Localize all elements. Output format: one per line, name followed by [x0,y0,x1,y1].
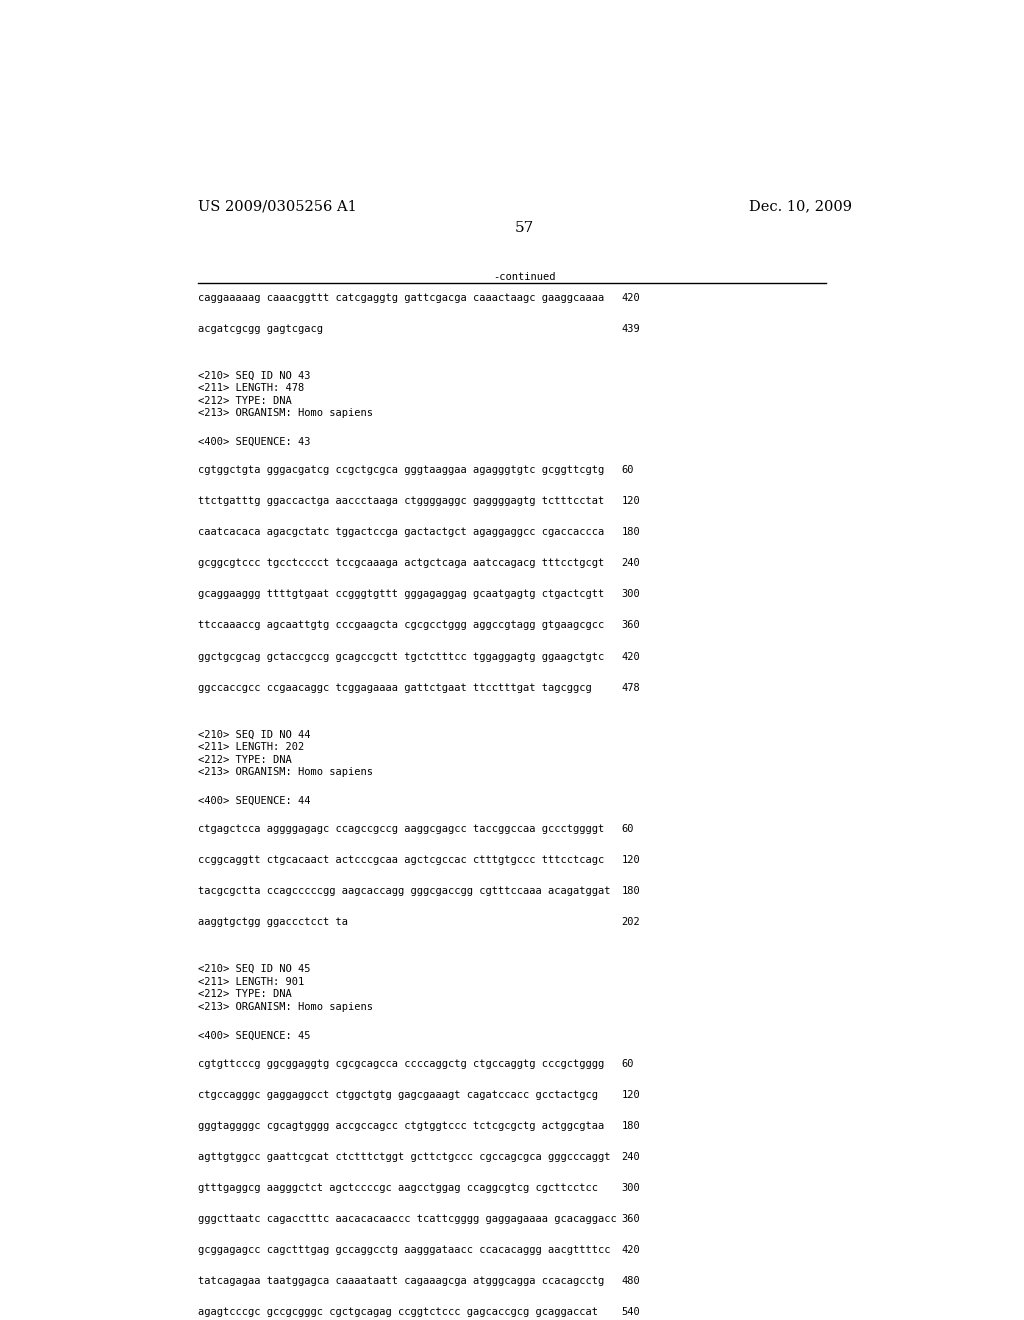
Text: 202: 202 [622,917,640,927]
Text: ttctgatttg ggaccactga aaccctaaga ctggggaggc gaggggagtg tctttcctat: ttctgatttg ggaccactga aaccctaaga ctgggga… [198,496,604,506]
Text: 300: 300 [622,1183,640,1193]
Text: gggtaggggc cgcagtgggg accgccagcc ctgtggtccc tctcgcgctg actggcgtaa: gggtaggggc cgcagtgggg accgccagcc ctgtggt… [198,1121,604,1131]
Text: tacgcgctta ccagcccccgg aagcaccagg gggcgaccgg cgtttccaaa acagatggat: tacgcgctta ccagcccccgg aagcaccagg gggcga… [198,886,610,896]
Text: <211> LENGTH: 202: <211> LENGTH: 202 [198,742,304,752]
Text: 60: 60 [622,1059,634,1068]
Text: 420: 420 [622,652,640,661]
Text: 420: 420 [622,293,640,302]
Text: <210> SEQ ID NO 43: <210> SEQ ID NO 43 [198,371,310,380]
Text: -continued: -continued [494,272,556,282]
Text: 480: 480 [622,1276,640,1286]
Text: cgtggctgta gggacgatcg ccgctgcgca gggtaaggaa agagggtgtc gcggttcgtg: cgtggctgta gggacgatcg ccgctgcgca gggtaag… [198,465,604,475]
Text: 240: 240 [622,558,640,568]
Text: 180: 180 [622,527,640,537]
Text: gggcttaatc cagacctttc aacacacaaccc tcattcgggg gaggagaaaa gcacaggacc: gggcttaatc cagacctttc aacacacaaccc tcatt… [198,1214,616,1224]
Text: 57: 57 [515,222,535,235]
Text: aaggtgctgg ggaccctcct ta: aaggtgctgg ggaccctcct ta [198,917,348,927]
Text: 478: 478 [622,682,640,693]
Text: agagtcccgc gccgcgggc cgctgcagag ccggtctccc gagcaccgcg gcaggaccat: agagtcccgc gccgcgggc cgctgcagag ccggtctc… [198,1307,598,1317]
Text: gcaggaaggg ttttgtgaat ccgggtgttt gggagaggag gcaatgagtg ctgactcgtt: gcaggaaggg ttttgtgaat ccgggtgttt gggagag… [198,589,604,599]
Text: 300: 300 [622,589,640,599]
Text: <400> SEQUENCE: 43: <400> SEQUENCE: 43 [198,437,310,446]
Text: gcggagagcc cagctttgag gccaggcctg aagggataacc ccacacaggg aacgttttcc: gcggagagcc cagctttgag gccaggcctg aagggat… [198,1245,610,1255]
Text: 120: 120 [622,855,640,865]
Text: agttgtggcc gaattcgcat ctctttctggt gcttctgccc cgccagcgca gggcccaggt: agttgtggcc gaattcgcat ctctttctggt gcttct… [198,1152,610,1162]
Text: <212> TYPE: DNA: <212> TYPE: DNA [198,396,292,405]
Text: cgtgttcccg ggcggaggtg cgcgcagcca ccccaggctg ctgccaggtg cccgctgggg: cgtgttcccg ggcggaggtg cgcgcagcca ccccagg… [198,1059,604,1068]
Text: <212> TYPE: DNA: <212> TYPE: DNA [198,755,292,764]
Text: ttccaaaccg agcaattgtg cccgaagcta cgcgcctggg aggccgtagg gtgaagcgcc: ttccaaaccg agcaattgtg cccgaagcta cgcgcct… [198,620,604,631]
Text: 439: 439 [622,323,640,334]
Text: ggctgcgcag gctaccgccg gcagccgctt tgctctttcc tggaggagtg ggaagctgtc: ggctgcgcag gctaccgccg gcagccgctt tgctctt… [198,652,604,661]
Text: ctgccagggc gaggaggcct ctggctgtg gagcgaaagt cagatccacc gcctactgcg: ctgccagggc gaggaggcct ctggctgtg gagcgaaa… [198,1089,598,1100]
Text: <400> SEQUENCE: 45: <400> SEQUENCE: 45 [198,1031,310,1040]
Text: 60: 60 [622,824,634,834]
Text: ctgagctcca aggggagagc ccagccgccg aaggcgagcc taccggccaa gccctggggt: ctgagctcca aggggagagc ccagccgccg aaggcga… [198,824,604,834]
Text: 360: 360 [622,1214,640,1224]
Text: 420: 420 [622,1245,640,1255]
Text: ccggcaggtt ctgcacaact actcccgcaa agctcgccac ctttgtgccc tttcctcagc: ccggcaggtt ctgcacaact actcccgcaa agctcgc… [198,855,604,865]
Text: 120: 120 [622,1089,640,1100]
Text: tatcagagaa taatggagca caaaataatt cagaaagcga atgggcagga ccacagcctg: tatcagagaa taatggagca caaaataatt cagaaag… [198,1276,604,1286]
Text: Dec. 10, 2009: Dec. 10, 2009 [749,199,852,213]
Text: <211> LENGTH: 478: <211> LENGTH: 478 [198,383,304,393]
Text: 540: 540 [622,1307,640,1317]
Text: caatcacaca agacgctatc tggactccga gactactgct agaggaggcc cgaccaccca: caatcacaca agacgctatc tggactccga gactact… [198,527,604,537]
Text: US 2009/0305256 A1: US 2009/0305256 A1 [198,199,356,213]
Text: <212> TYPE: DNA: <212> TYPE: DNA [198,989,292,999]
Text: gtttgaggcg aagggctct agctccccgc aagcctggag ccaggcgtcg cgcttcctcc: gtttgaggcg aagggctct agctccccgc aagcctgg… [198,1183,598,1193]
Text: 240: 240 [622,1152,640,1162]
Text: 120: 120 [622,496,640,506]
Text: gcggcgtccc tgcctcccct tccgcaaaga actgctcaga aatccagacg tttcctgcgt: gcggcgtccc tgcctcccct tccgcaaaga actgctc… [198,558,604,568]
Text: acgatcgcgg gagtcgacg: acgatcgcgg gagtcgacg [198,323,323,334]
Text: <211> LENGTH: 901: <211> LENGTH: 901 [198,977,304,986]
Text: <213> ORGANISM: Homo sapiens: <213> ORGANISM: Homo sapiens [198,408,373,418]
Text: 60: 60 [622,465,634,475]
Text: <400> SEQUENCE: 44: <400> SEQUENCE: 44 [198,796,310,805]
Text: <210> SEQ ID NO 44: <210> SEQ ID NO 44 [198,730,310,739]
Text: <213> ORGANISM: Homo sapiens: <213> ORGANISM: Homo sapiens [198,767,373,777]
Text: 180: 180 [622,886,640,896]
Text: caggaaaaag caaacggttt catcgaggtg gattcgacga caaactaagc gaaggcaaaa: caggaaaaag caaacggttt catcgaggtg gattcga… [198,293,604,302]
Text: 360: 360 [622,620,640,631]
Text: ggccaccgcc ccgaacaggc tcggagaaaa gattctgaat ttcctttgat tagcggcg: ggccaccgcc ccgaacaggc tcggagaaaa gattctg… [198,682,592,693]
Text: <213> ORGANISM: Homo sapiens: <213> ORGANISM: Homo sapiens [198,1002,373,1012]
Text: 180: 180 [622,1121,640,1131]
Text: <210> SEQ ID NO 45: <210> SEQ ID NO 45 [198,964,310,974]
